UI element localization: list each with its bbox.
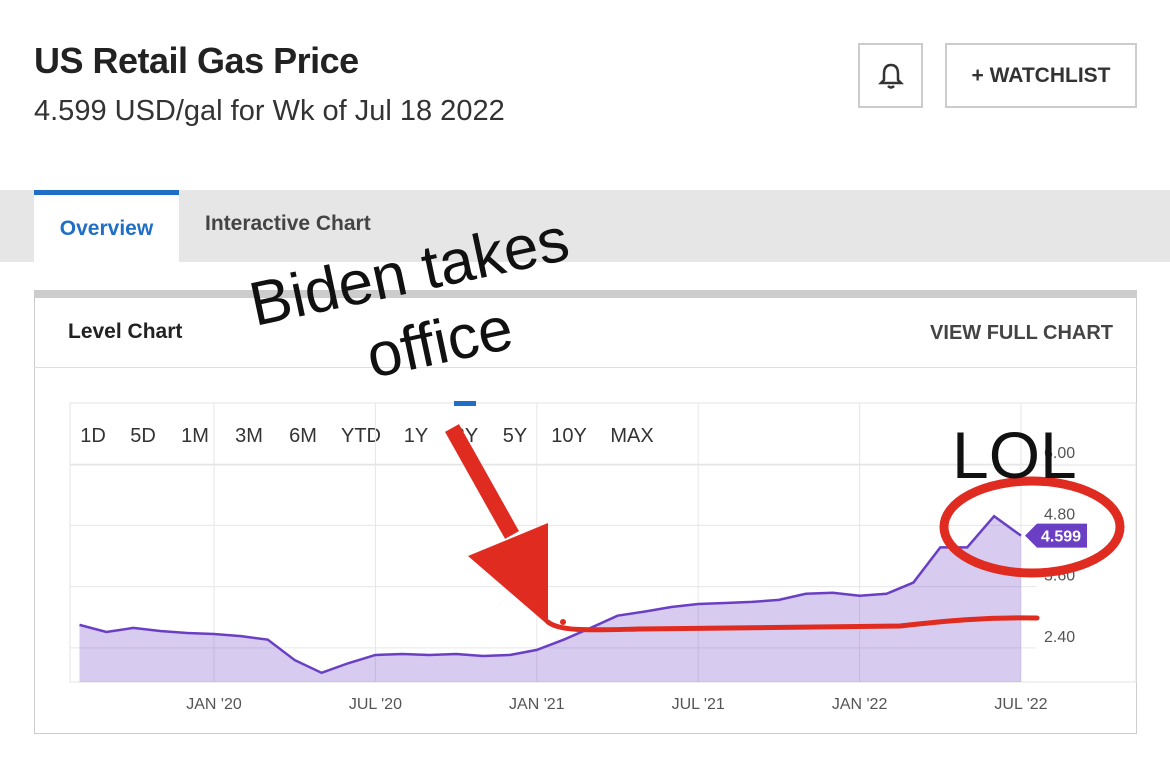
- y-tick-label: 2.40: [1044, 629, 1075, 646]
- divider: [34, 367, 1137, 368]
- x-tick-label: JUL '21: [672, 696, 725, 713]
- watchlist-button[interactable]: + WATCHLIST: [945, 43, 1137, 108]
- range-button[interactable]: 5Y: [503, 425, 527, 447]
- tab-bar: [0, 190, 1170, 262]
- range-button[interactable]: 1M: [181, 425, 209, 447]
- drawn-dot: [560, 619, 566, 625]
- value-tag: [1025, 523, 1087, 548]
- drawn-line: [545, 615, 1040, 633]
- plot-frame: [69, 402, 1137, 683]
- line: [79, 514, 1022, 675]
- area: [79, 516, 1021, 682]
- range-button[interactable]: 3M: [235, 425, 263, 447]
- x-tick-label: JUL '22: [994, 696, 1047, 713]
- bell-icon: [877, 63, 904, 89]
- drawn-circle: [939, 476, 1125, 578]
- tab[interactable]: Interactive Chart: [205, 212, 371, 235]
- x-tick-label: JUL '20: [349, 696, 402, 713]
- range-button[interactable]: 1D: [80, 425, 106, 447]
- range-button[interactable]: 5D: [130, 425, 156, 447]
- y-tick-label: 6.00: [1044, 445, 1075, 462]
- y-tick-label: 4.80: [1044, 506, 1075, 523]
- subtitle: 4.599 USD/gal for Wk of Jul 18 2022: [34, 95, 505, 127]
- range-button[interactable]: 6M: [289, 425, 317, 447]
- annotation: LOL: [952, 418, 1077, 492]
- range-button[interactable]: 10Y: [551, 425, 587, 447]
- drawn-arrow: [445, 424, 519, 539]
- tab[interactable]: Overview: [34, 190, 179, 262]
- drawn-arrowhead: [468, 523, 548, 625]
- range-indicator: [454, 401, 476, 406]
- title: US Retail Gas Price: [34, 40, 359, 81]
- view-full-chart[interactable]: VIEW FULL CHART: [930, 322, 1113, 344]
- alert-button[interactable]: [858, 43, 923, 108]
- panel-title: Level Chart: [68, 320, 183, 343]
- value-tag-label: 4.599: [1041, 529, 1081, 546]
- range-button[interactable]: 1Y: [404, 425, 428, 447]
- x-tick-label: JAN '22: [832, 696, 888, 713]
- x-tick-label: JAN '21: [509, 696, 565, 713]
- range-button[interactable]: YTD: [341, 425, 381, 447]
- range-button[interactable]: MAX: [610, 425, 653, 447]
- x-tick-label: JAN '20: [186, 696, 242, 713]
